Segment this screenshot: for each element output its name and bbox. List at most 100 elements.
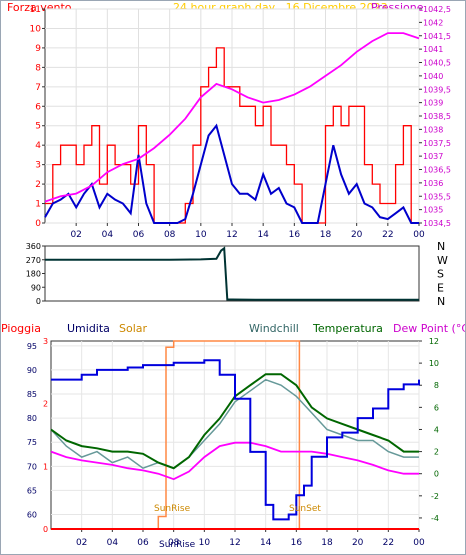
top-y-right-tick: 1039 [423, 99, 443, 108]
top-x-tick: 22 [382, 230, 393, 240]
top-y-right-tick: 1041 [423, 45, 443, 54]
dewpoint-line [50, 441, 419, 481]
top-y-right-tick: 1040,5 [423, 59, 451, 68]
top-x-tick: 16 [289, 230, 301, 240]
bottom-y-left-tick: 65 [27, 486, 37, 495]
bottom-y-right-tick: -2 [431, 492, 439, 501]
middle-y-tick: 0 [36, 297, 41, 306]
bottom-y-left-tick: 70 [27, 462, 37, 471]
top-y-left-tick: 0 [35, 219, 41, 229]
bottom-y-right-axis: -4 -2 0 2 4 6 8 10 12 [419, 337, 439, 523]
bottom-y-far-left-tick: 2 [43, 400, 48, 409]
sunset-label: SunSet [289, 504, 321, 514]
bottom-y-left-tick: 95 [27, 342, 37, 351]
legend-item: Solar [119, 322, 148, 335]
top-y-right-tick: 1038,5 [423, 112, 451, 121]
bottom-x-tick: 00 [413, 538, 425, 548]
top-x-tick: 02 [70, 230, 81, 240]
top-x-tick: 10 [195, 230, 207, 240]
top-y-left-tick: 11 [30, 5, 41, 15]
top-y-right-tick: 1040 [423, 72, 443, 81]
middle-y-tick: 270 [26, 256, 41, 265]
bottom-x-axis: 02 04 06 08 10 12 14 16 18 20 22 00 [76, 529, 425, 548]
legend-item: Temperatura [312, 322, 383, 335]
pressure-line [44, 32, 420, 203]
top-x-tick: 08 [164, 230, 176, 240]
compass-label: W [437, 254, 448, 267]
bottom-y-right-tick: 2 [434, 448, 439, 457]
bottom-y-right-tick: -4 [431, 514, 439, 523]
wind-direction-line [45, 246, 419, 301]
bottom-x-tick: 20 [352, 538, 364, 548]
compass-label: N [437, 240, 445, 253]
top-x-tick: 14 [257, 230, 269, 240]
legend-item: Windchill [249, 322, 299, 335]
top-x-tick: 00 [413, 230, 425, 240]
middle-y-tick: 360 [26, 242, 41, 251]
bottom-y-left-tick: 75 [27, 438, 37, 447]
bottom-y-right-tick: 0 [434, 470, 439, 479]
bottom-y-left-tick: 85 [27, 390, 37, 399]
bottom-y-right-tick: 8 [434, 381, 439, 390]
sunrise-label: SunRise [154, 504, 191, 514]
middle-series [45, 246, 419, 301]
compass-label: S [437, 268, 444, 281]
bottom-y-far-left-tick: 1 [43, 462, 48, 471]
bottom-y-left-tick: 60 [27, 511, 37, 520]
bottom-x-tick: 02 [76, 538, 87, 548]
middle-y-tick: 90 [31, 283, 41, 292]
top-x-tick: 06 [133, 230, 145, 240]
top-y-right-tick: 1042,5 [423, 5, 451, 14]
bottom-y-far-left-tick: 0 [43, 525, 48, 534]
middle-y-tick: 180 [26, 270, 41, 279]
top-x-tick: 18 [320, 230, 332, 240]
bottom-series [50, 340, 420, 530]
humidity-line [51, 359, 420, 521]
top-y-left-tick: 8 [35, 63, 41, 73]
top-x-axis: 02 04 06 08 10 12 14 16 18 20 22 00 [70, 223, 425, 240]
top-x-tick: 20 [351, 230, 363, 240]
top-y-right-tick: 1036 [423, 179, 443, 188]
top-y-left-tick: 7 [35, 83, 41, 93]
legend-item: Dew Point (°C) [393, 322, 465, 335]
top-y-right-tick: 1036,5 [423, 166, 451, 175]
top-y-left-tick: 1 [35, 200, 41, 210]
bottom-legend: Pioggia Umidita Solar Windchill Temperatura D… [1, 322, 465, 335]
top-x-tick: 12 [226, 230, 237, 240]
bottom-y-far-left-tick: 3 [43, 337, 48, 346]
bottom-x-tick: 16 [291, 538, 303, 548]
wind-avg-line [44, 123, 419, 224]
top-x-tick: 04 [102, 230, 114, 240]
bottom-y-far-left-axis: 0 1 2 3 [43, 337, 48, 534]
top-y-left-tick: 9 [35, 44, 41, 54]
bottom-x-tick: 04 [107, 538, 119, 548]
bottom-y-right-tick: 6 [434, 403, 439, 412]
bottom-x-tick: 12 [229, 538, 240, 548]
middle-y-axis: 0 90 180 270 360 [26, 242, 45, 306]
top-y-left-tick: 3 [35, 161, 41, 171]
bottom-x-tick: 06 [137, 538, 149, 548]
top-series [44, 32, 420, 224]
bottom-y-right-tick: 4 [434, 425, 439, 434]
top-y-left-tick: 2 [35, 180, 41, 190]
top-y-left-tick: 6 [35, 102, 41, 112]
top-y-right-tick: 1034,5 [423, 219, 451, 228]
top-y-left-tick: 5 [35, 122, 41, 132]
middle-plot-area [44, 245, 420, 302]
windchill-line [50, 378, 419, 470]
top-y-right-tick: 1039,5 [423, 85, 451, 94]
bottom-x-tick: 18 [321, 538, 333, 548]
legend-item: Pioggia [1, 322, 41, 335]
compass-label: E [437, 281, 444, 294]
top-y-right-tick: 1041,5 [423, 32, 451, 41]
bottom-y-left-axis: 60 65 70 75 80 85 90 95 [27, 342, 37, 520]
bottom-y-left-tick: 80 [27, 414, 37, 423]
bottom-x-tick: 10 [199, 538, 211, 548]
compass-label: N [437, 295, 445, 308]
top-y-right-tick: 1042 [423, 18, 443, 27]
bottom-x-tick: 08 [168, 538, 180, 548]
top-y-left-tick: 10 [30, 24, 42, 34]
wind-speed-line [45, 47, 419, 224]
